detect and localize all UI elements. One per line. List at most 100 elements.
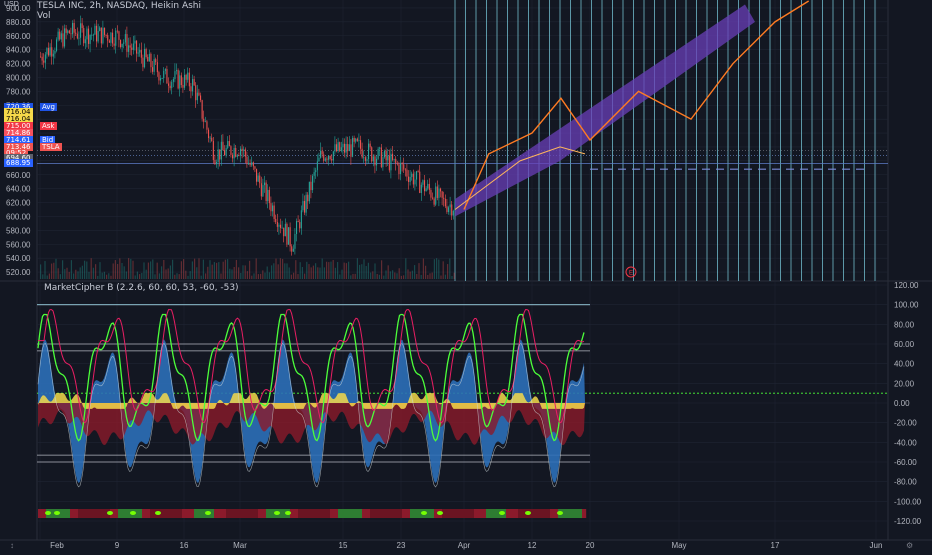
trend-strip-cell [330, 509, 335, 518]
price-axis-label: 540.00 [6, 254, 31, 263]
volume-bar [273, 263, 275, 279]
volume-bar [150, 261, 152, 279]
trend-strip-cell [458, 509, 463, 518]
volume-bar [407, 269, 409, 279]
volume-bar [128, 258, 130, 279]
candle-body [89, 34, 91, 44]
volume-label[interactable]: Vol [37, 11, 51, 21]
trend-strip-cell [86, 509, 91, 518]
volume-bar [449, 258, 451, 279]
candle-body [67, 30, 69, 33]
volume-bar [224, 259, 226, 279]
candle-body [377, 148, 379, 159]
candle-body [318, 157, 320, 162]
candle-body [411, 173, 413, 177]
candle-body [140, 49, 142, 58]
candle-body [454, 203, 456, 212]
candle-body [307, 194, 309, 202]
trend-strip-cell [254, 509, 259, 518]
volume-bar [46, 275, 48, 279]
candle-body [444, 198, 446, 207]
volume-bar [145, 269, 147, 279]
volume-bar [194, 258, 196, 279]
volume-bar [112, 263, 114, 279]
volume-bar [442, 261, 444, 279]
volume-bar [66, 267, 68, 279]
volume-bar [114, 260, 116, 279]
trend-strip-cell [226, 509, 231, 518]
volume-bar [321, 258, 323, 279]
trend-strip-cell [210, 509, 215, 518]
candle-body [420, 184, 422, 193]
trend-strip-cell [290, 509, 295, 518]
candle-body [409, 176, 411, 182]
candle-body [134, 40, 136, 44]
trend-strip-cell [486, 509, 491, 518]
candle-body [246, 156, 248, 165]
candle-body [379, 147, 381, 149]
price-axis-label: 840.00 [6, 46, 31, 55]
candle-body [339, 142, 341, 151]
chart-symbol-title[interactable]: TESLA INC, 2h, NASDAQ, Heikin Ashi [37, 1, 201, 11]
trend-strip-cell [270, 509, 275, 518]
volume-bar [185, 270, 187, 279]
volume-bar [257, 274, 259, 279]
volume-bar [130, 258, 132, 279]
candle-body [324, 158, 326, 161]
volume-bar [174, 274, 176, 279]
candle-body [356, 138, 358, 141]
volume-bar [99, 262, 101, 279]
candle-body [132, 43, 134, 50]
candle-body [43, 60, 45, 63]
volume-bar [260, 273, 262, 279]
volume-bar [378, 274, 380, 279]
candle-body [416, 171, 418, 180]
candle-body [78, 37, 80, 39]
candle-body [227, 141, 229, 149]
candle-body [179, 75, 181, 89]
volume-bar [183, 259, 185, 279]
candle-body [241, 148, 243, 151]
volume-bar [264, 272, 266, 279]
trend-strip-cell [578, 509, 583, 518]
candle-body [206, 121, 208, 130]
volume-bar [147, 262, 149, 279]
candle-body [203, 118, 205, 122]
volume-bar [136, 271, 138, 279]
volume-bar [370, 272, 372, 279]
candle-body [184, 74, 186, 88]
trend-strip-cell [78, 509, 83, 518]
candle-body [355, 138, 357, 142]
volume-bar [323, 267, 325, 279]
candle-body [219, 149, 221, 160]
candle-body [97, 31, 99, 42]
volume-bar [68, 271, 70, 279]
candle-body [155, 59, 157, 63]
candle-body [440, 188, 442, 192]
price-axis-label: 780.00 [6, 87, 31, 96]
price-badge-label: Bid [40, 136, 56, 144]
candle-body [121, 43, 123, 48]
indicator-title[interactable]: MarketCipher B (2.2.6, 60, 60, 53, -60, … [44, 283, 239, 293]
trend-strip-cell [250, 509, 255, 518]
candle-body [116, 30, 118, 32]
candle-body [64, 28, 66, 47]
trend-strip-cell [218, 509, 223, 518]
candle-body [267, 189, 269, 201]
candle-body [107, 35, 109, 41]
indicator-axis-label: 120.00 [894, 281, 919, 290]
candle-body [424, 180, 426, 192]
trend-strip-cell [518, 509, 523, 518]
volume-bar [132, 260, 134, 279]
price-axis-label: 660.00 [6, 171, 31, 180]
candle-body [392, 153, 394, 160]
candle-body [398, 164, 400, 175]
price-badge: 714.86 [4, 129, 33, 137]
candle-body [192, 79, 194, 92]
volume-bar [416, 273, 418, 279]
trend-strip-cell [198, 509, 203, 518]
trend-strip-cell [374, 509, 379, 518]
candle-body [235, 147, 237, 157]
candle-body [211, 137, 213, 142]
volume-bar [400, 275, 402, 279]
